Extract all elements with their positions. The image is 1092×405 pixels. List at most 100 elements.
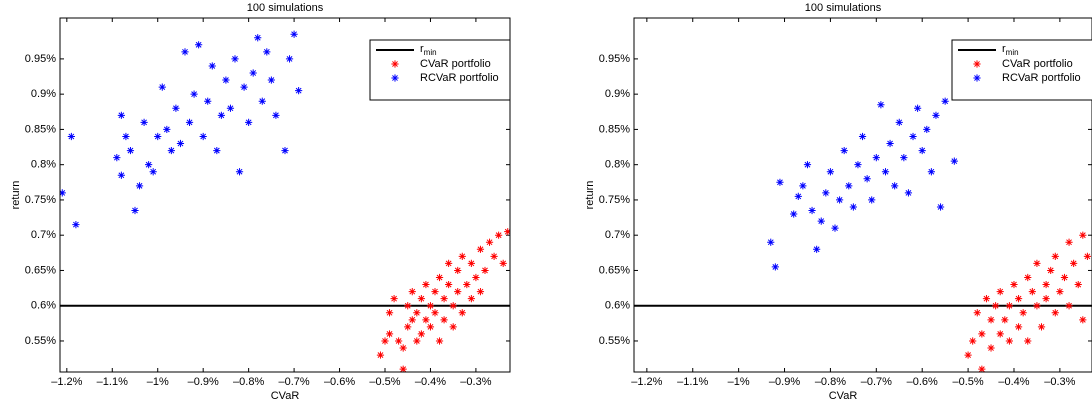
data-point <box>936 203 945 211</box>
data-point <box>413 337 421 345</box>
data-point <box>932 111 940 119</box>
data-point <box>1060 273 1069 282</box>
data-point <box>185 118 194 126</box>
data-point <box>131 206 139 215</box>
data-point <box>190 90 198 98</box>
data-point <box>60 189 66 197</box>
y-axis-label: return <box>584 181 596 210</box>
data-point <box>849 203 857 211</box>
data-point <box>408 288 416 296</box>
data-point <box>982 295 991 303</box>
y-tick-label: 0.7% <box>31 229 56 241</box>
x-tick-label: –1.2% <box>51 376 82 388</box>
data-point <box>481 266 489 275</box>
y-tick-label: 0.9% <box>605 88 630 100</box>
y-tick-label: 0.75% <box>25 194 56 206</box>
data-point <box>808 206 816 215</box>
data-point <box>435 273 444 282</box>
data-point <box>426 323 435 331</box>
data-point <box>1014 295 1023 303</box>
legend-marker <box>391 60 399 68</box>
data-point <box>978 330 986 338</box>
y-tick-label: 0.75% <box>599 194 630 206</box>
data-point <box>399 344 407 352</box>
data-point <box>1024 337 1032 345</box>
data-point <box>858 132 867 141</box>
data-point <box>1001 316 1009 324</box>
y-tick-label: 0.85% <box>25 123 56 135</box>
data-point <box>226 104 235 112</box>
y-tick-label: 0.9% <box>31 88 56 100</box>
data-point <box>126 146 135 155</box>
data-point <box>1065 238 1073 246</box>
data-point <box>914 104 922 112</box>
data-point <box>167 146 175 155</box>
data-point <box>395 337 403 345</box>
data-point <box>467 295 475 303</box>
data-point <box>941 97 949 105</box>
data-point <box>1051 309 1059 317</box>
plot-frame <box>59 17 511 373</box>
data-point <box>1074 280 1082 289</box>
data-point <box>996 330 1004 338</box>
legend-label: rmin <box>1002 43 1019 57</box>
data-point <box>204 97 212 105</box>
x-tick-label: –0.8% <box>233 376 264 388</box>
data-point <box>1079 231 1087 239</box>
data-point <box>231 55 239 63</box>
legend-label-sub: min <box>424 48 437 57</box>
legend-marker <box>391 74 399 82</box>
x-tick-label: –0.8% <box>815 376 846 388</box>
legend-label: CVaR portfolio <box>1002 58 1073 70</box>
data-point <box>445 259 453 268</box>
data-point <box>803 161 812 169</box>
data-point <box>1028 288 1036 296</box>
data-point <box>863 175 871 183</box>
data-point <box>868 196 876 204</box>
data-point <box>826 168 835 176</box>
data-point <box>172 104 180 112</box>
legend-label-main: r <box>420 43 424 55</box>
data-point <box>1042 295 1050 303</box>
data-point <box>964 351 972 359</box>
y-tick-label: 0.6% <box>31 300 56 312</box>
data-point <box>235 168 244 176</box>
data-point <box>404 302 412 310</box>
y-tick-label: 0.85% <box>599 123 630 135</box>
data-point <box>458 309 466 317</box>
x-axis-label: CVaR <box>271 390 300 402</box>
data-point <box>422 316 430 324</box>
x-tick-label: –0.4% <box>998 376 1029 388</box>
data-point <box>176 139 185 148</box>
data-point <box>217 111 225 119</box>
y-tick-label: 0.6% <box>605 300 630 312</box>
x-tick-label: –0.7% <box>861 376 892 388</box>
data-point <box>978 365 986 372</box>
chart-title: 100 simulations <box>805 2 882 14</box>
legend-marker <box>973 74 981 82</box>
data-point <box>790 210 798 218</box>
data-point <box>1070 259 1078 268</box>
data-point <box>149 168 157 176</box>
data-point <box>440 316 448 324</box>
data-point <box>987 344 995 352</box>
y-tick-label: 0.8% <box>31 159 56 171</box>
data-point <box>992 302 1000 310</box>
data-point <box>813 245 821 253</box>
legend-label-main: r <box>1002 43 1006 55</box>
y-tick-label: 0.8% <box>605 159 630 171</box>
legend-label: CVaR portfolio <box>420 58 491 70</box>
x-tick-label: –0.3% <box>1044 376 1075 388</box>
data-point <box>281 146 289 155</box>
x-tick-label: –1.1% <box>677 376 708 388</box>
x-tick-label: –0.9% <box>769 376 800 388</box>
data-point <box>222 76 230 84</box>
data-point <box>845 182 853 190</box>
x-tick-label: –1.1% <box>97 376 128 388</box>
data-point <box>499 259 507 268</box>
data-point <box>440 295 448 303</box>
data-point <box>117 111 125 119</box>
data-point <box>840 146 848 155</box>
data-point <box>399 365 407 372</box>
